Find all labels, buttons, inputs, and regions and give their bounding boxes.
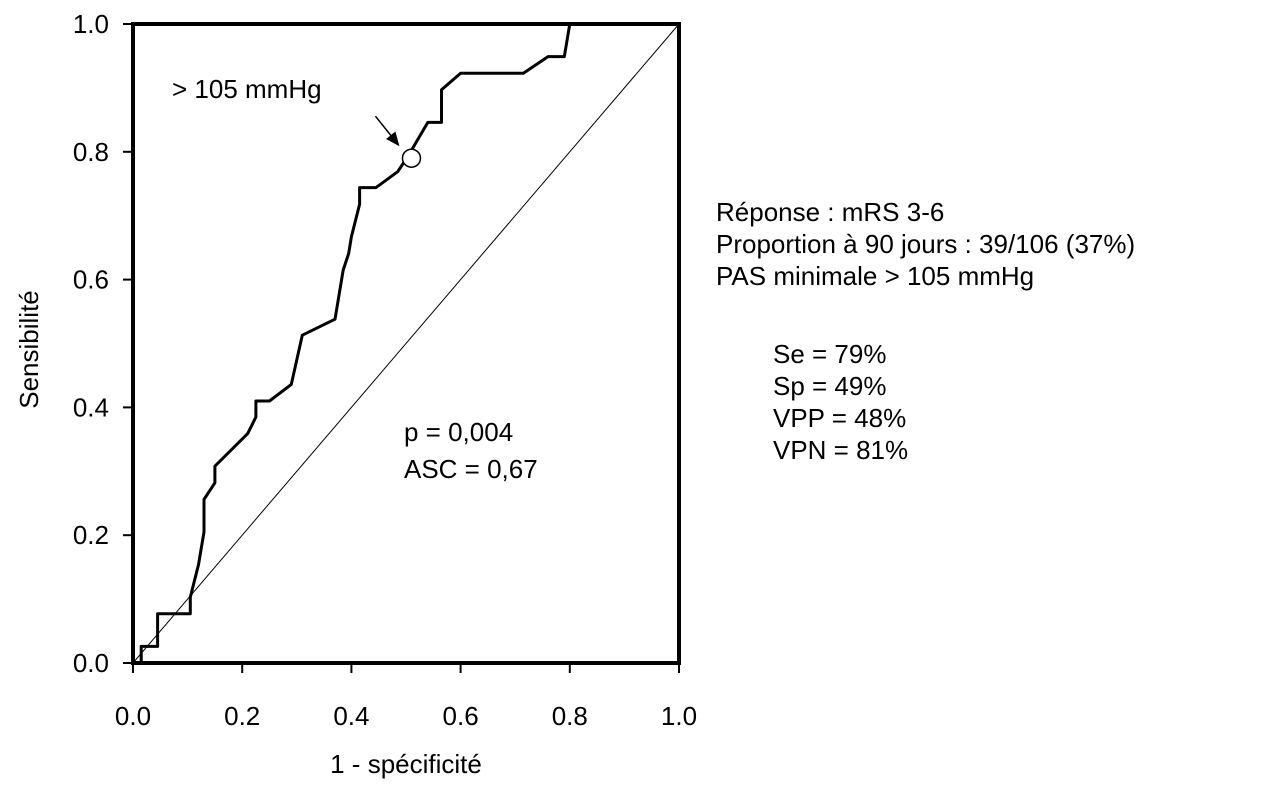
y-tick-label: 0.4 [73, 392, 109, 422]
annotation-arrow-head [386, 131, 400, 147]
y-tick-label: 0.2 [73, 520, 109, 550]
npv-metric: VPN = 81% [773, 435, 909, 465]
y-tick-label: 1.0 [73, 9, 109, 39]
reference-diagonal-line [132, 23, 680, 664]
threshold-label: > 105 mmHg [172, 74, 322, 104]
ppv-metric: VPP = 48% [773, 403, 907, 433]
roc-curve-line [133, 23, 572, 665]
y-axis-title: Sensibilité [14, 290, 44, 409]
threshold-line: PAS minimale > 105 mmHg [716, 261, 1035, 291]
x-tick-label: 0.2 [224, 701, 260, 731]
y-tick-label: 0.0 [73, 648, 109, 678]
x-tick-label: 0.8 [552, 701, 588, 731]
sensitivity-metric: Se = 79% [773, 339, 887, 369]
y-tick-label: 0.8 [73, 137, 109, 167]
proportion-line: Proportion à 90 jours : 39/106 (37%) [716, 229, 1136, 259]
threshold-point-marker [401, 148, 422, 168]
x-tick-label: 0.0 [115, 701, 151, 731]
tick-layer: 0.0 0.2 0.4 0.6 0.8 1.0 0.0 0.2 0.4 0.6 0.8 1.0 [73, 9, 697, 731]
y-tick-label: 0.6 [73, 265, 109, 295]
info-panel: Réponse : mRS 3-6 Proportion à 90 jours … [716, 196, 1135, 292]
specificity-metric: Sp = 49% [773, 371, 887, 401]
x-tick-label: 0.4 [333, 701, 369, 731]
x-axis-title: 1 - spécificité [330, 749, 482, 779]
metrics-panel: Se = 79% Sp = 49% VPP = 48% VPN = 81% [773, 338, 908, 466]
x-tick-label: 0.6 [443, 701, 479, 731]
plot-frame [131, 22, 681, 665]
response-line: Réponse : mRS 3-6 [716, 197, 945, 227]
p-value-label: p = 0,004 [404, 417, 513, 447]
x-tick-label: 1.0 [661, 701, 697, 731]
auc-label: ASC = 0,67 [404, 454, 538, 484]
